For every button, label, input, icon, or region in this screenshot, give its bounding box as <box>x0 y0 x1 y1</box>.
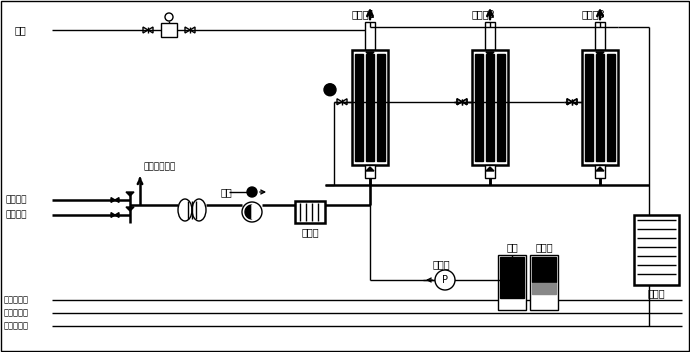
Bar <box>161 23 177 37</box>
Text: 排液泵: 排液泵 <box>433 259 451 269</box>
Text: 冷却水回水: 冷却水回水 <box>4 321 29 331</box>
Ellipse shape <box>178 199 192 221</box>
Polygon shape <box>252 205 259 219</box>
Circle shape <box>247 187 257 197</box>
Text: 事故尾气排放: 事故尾气排放 <box>143 163 175 171</box>
Text: 空气: 空气 <box>221 187 233 197</box>
Bar <box>607 54 615 161</box>
Bar <box>500 257 524 298</box>
Bar <box>595 165 605 178</box>
Text: 冷凝器: 冷凝器 <box>648 288 665 298</box>
Bar <box>377 54 385 161</box>
Bar <box>295 201 325 223</box>
Polygon shape <box>115 213 119 218</box>
Text: 分层槽: 分层槽 <box>535 242 553 252</box>
Polygon shape <box>126 207 134 211</box>
Circle shape <box>242 202 262 222</box>
Polygon shape <box>486 167 494 171</box>
Text: 溶剂回收液: 溶剂回收液 <box>4 295 29 304</box>
Bar <box>634 215 679 285</box>
Bar <box>486 54 494 161</box>
Bar <box>596 54 604 161</box>
Bar <box>532 283 556 294</box>
Bar <box>498 255 526 310</box>
Circle shape <box>165 13 173 21</box>
Ellipse shape <box>192 199 206 221</box>
Polygon shape <box>366 52 374 56</box>
Bar <box>485 22 495 50</box>
Bar <box>475 54 483 161</box>
Bar <box>365 22 375 50</box>
Polygon shape <box>245 205 252 219</box>
Bar <box>582 50 618 165</box>
Bar <box>366 54 374 161</box>
Bar <box>365 165 375 178</box>
Text: 吸附器3: 吸附器3 <box>582 9 606 19</box>
Text: 吸附器1: 吸附器1 <box>352 9 376 19</box>
Text: 低温尾气: 低温尾气 <box>5 210 26 220</box>
Text: 冷却水上水: 冷却水上水 <box>4 308 29 318</box>
Polygon shape <box>596 52 604 56</box>
Bar <box>485 165 495 178</box>
Text: P: P <box>442 275 448 285</box>
Bar <box>497 54 505 161</box>
Polygon shape <box>596 167 604 171</box>
Polygon shape <box>126 192 134 196</box>
Text: 高温尾气: 高温尾气 <box>5 195 26 205</box>
Polygon shape <box>486 52 494 56</box>
Circle shape <box>435 270 455 290</box>
Bar <box>352 50 388 165</box>
Polygon shape <box>115 197 119 202</box>
Bar <box>472 50 508 165</box>
Text: 吸附器2: 吸附器2 <box>472 9 496 19</box>
Bar <box>585 54 593 161</box>
Text: 蒸汽: 蒸汽 <box>15 25 27 35</box>
Circle shape <box>324 84 336 96</box>
Bar <box>530 255 558 310</box>
Polygon shape <box>111 213 115 218</box>
Bar <box>532 257 556 282</box>
Polygon shape <box>366 167 374 171</box>
Bar <box>355 54 363 161</box>
Text: 储槽: 储槽 <box>506 242 518 252</box>
Polygon shape <box>111 197 115 202</box>
Text: 冷却器: 冷却器 <box>302 227 319 237</box>
Bar <box>595 22 605 50</box>
